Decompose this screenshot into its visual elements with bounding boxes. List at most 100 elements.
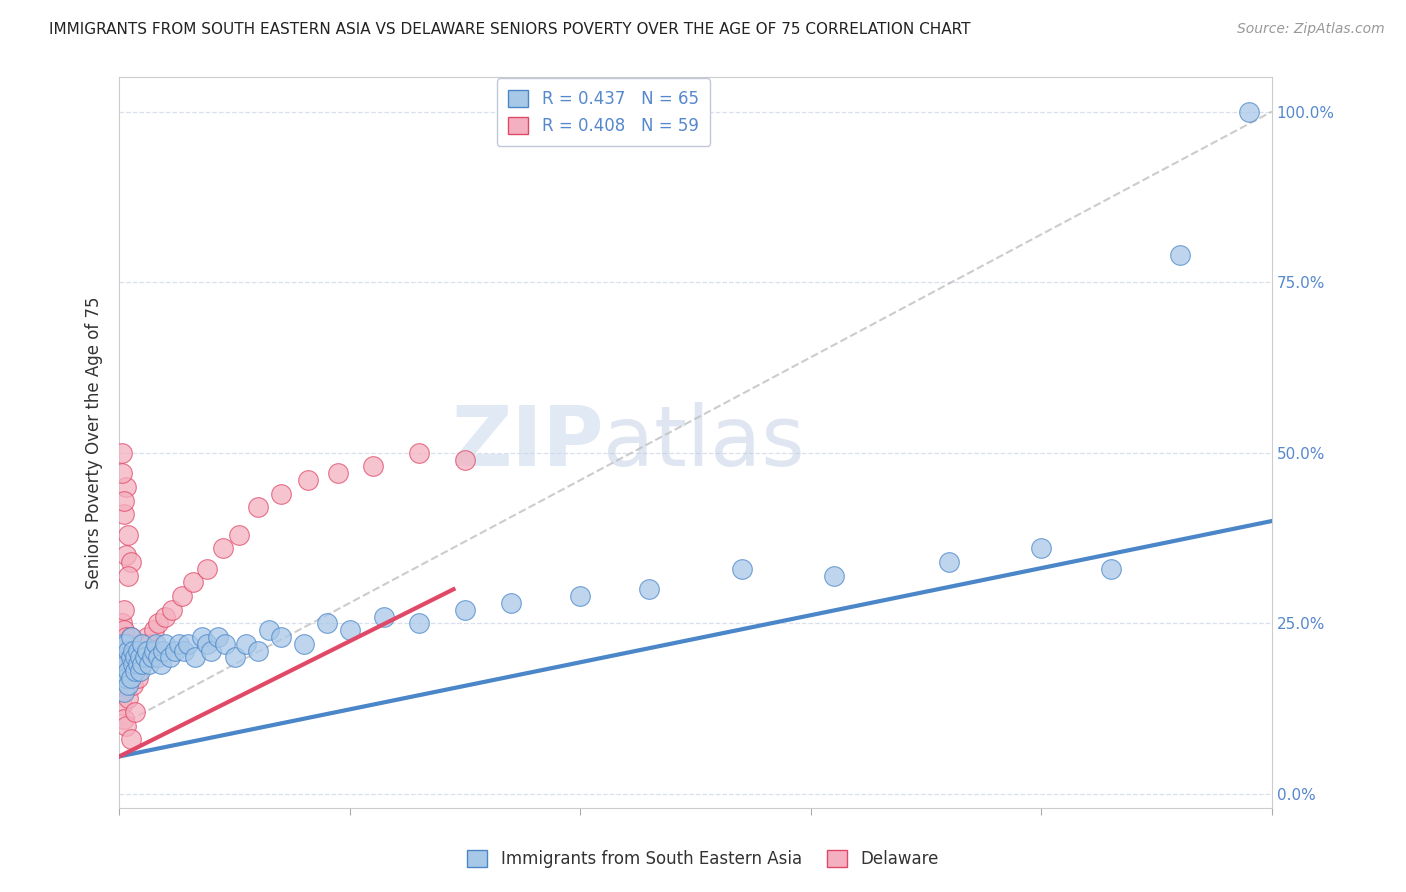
Point: [145, 637, 167, 651]
Point: [112, 507, 135, 521]
Point: [191, 630, 214, 644]
Point: [127, 671, 149, 685]
Point: [129, 664, 152, 678]
Point: [155, 637, 177, 651]
Point: [454, 603, 477, 617]
Point: [120, 671, 142, 685]
Point: [195, 637, 218, 651]
Point: [120, 650, 142, 665]
Point: [270, 486, 292, 500]
Point: [124, 650, 146, 665]
Point: [120, 732, 142, 747]
Point: [115, 650, 138, 665]
Point: [569, 589, 592, 603]
Point: [117, 657, 139, 672]
Point: [117, 568, 139, 582]
Point: [454, 452, 477, 467]
Point: [224, 650, 246, 665]
Point: [1168, 248, 1191, 262]
Text: atlas: atlas: [603, 402, 806, 483]
Point: [270, 630, 292, 644]
Point: [731, 562, 754, 576]
Point: [120, 630, 142, 644]
Point: [141, 650, 163, 665]
Point: [122, 657, 145, 672]
Point: [115, 480, 138, 494]
Point: [124, 705, 146, 719]
Point: [108, 678, 131, 692]
Point: [149, 657, 172, 672]
Legend: R = 0.437   N = 65, R = 0.408   N = 59: R = 0.437 N = 65, R = 0.408 N = 59: [496, 78, 710, 146]
Point: [112, 664, 135, 678]
Point: [110, 446, 132, 460]
Point: [115, 657, 138, 672]
Point: [117, 643, 139, 657]
Point: [131, 657, 153, 672]
Point: [129, 650, 152, 665]
Point: [246, 500, 269, 515]
Point: [408, 446, 430, 460]
Point: [131, 637, 153, 651]
Point: [110, 664, 132, 678]
Point: [339, 623, 361, 637]
Point: [110, 698, 132, 713]
Point: [112, 643, 135, 657]
Text: IMMIGRANTS FROM SOUTH EASTERN ASIA VS DELAWARE SENIORS POVERTY OVER THE AGE OF 7: IMMIGRANTS FROM SOUTH EASTERN ASIA VS DE…: [49, 22, 970, 37]
Point: [228, 527, 250, 541]
Point: [361, 459, 384, 474]
Point: [112, 603, 135, 617]
Point: [173, 643, 195, 657]
Point: [235, 637, 257, 651]
Point: [152, 643, 174, 657]
Point: [373, 609, 395, 624]
Point: [292, 637, 315, 651]
Point: [110, 657, 132, 672]
Point: [200, 643, 222, 657]
Point: [134, 650, 156, 665]
Point: [142, 643, 165, 657]
Point: [108, 664, 131, 678]
Point: [117, 664, 139, 678]
Point: [134, 643, 156, 657]
Point: [328, 467, 350, 481]
Point: [110, 467, 132, 481]
Point: [112, 493, 135, 508]
Point: [122, 678, 145, 692]
Point: [117, 637, 139, 651]
Point: [184, 650, 207, 665]
Text: Source: ZipAtlas.com: Source: ZipAtlas.com: [1237, 22, 1385, 37]
Point: [163, 643, 186, 657]
Point: [115, 548, 138, 562]
Point: [129, 650, 152, 665]
Point: [115, 630, 138, 644]
Point: [148, 650, 170, 665]
Point: [122, 643, 145, 657]
Point: [115, 719, 138, 733]
Point: [212, 541, 235, 556]
Point: [115, 671, 138, 685]
Point: [124, 664, 146, 678]
Point: [214, 637, 236, 651]
Point: [138, 637, 160, 651]
Point: [1099, 562, 1122, 576]
Point: [131, 637, 153, 651]
Point: [1031, 541, 1053, 556]
Point: [110, 637, 132, 651]
Point: [127, 643, 149, 657]
Point: [108, 650, 131, 665]
Point: [297, 473, 319, 487]
Point: [148, 616, 170, 631]
Point: [408, 616, 430, 631]
Point: [120, 630, 142, 644]
Point: [177, 637, 200, 651]
Point: [136, 630, 159, 644]
Text: ZIP: ZIP: [451, 402, 603, 483]
Point: [938, 555, 960, 569]
Point: [110, 616, 132, 631]
Point: [124, 657, 146, 672]
Legend: Immigrants from South Eastern Asia, Delaware: Immigrants from South Eastern Asia, Dela…: [461, 843, 945, 875]
Point: [120, 664, 142, 678]
Point: [110, 684, 132, 698]
Point: [120, 555, 142, 569]
Point: [315, 616, 337, 631]
